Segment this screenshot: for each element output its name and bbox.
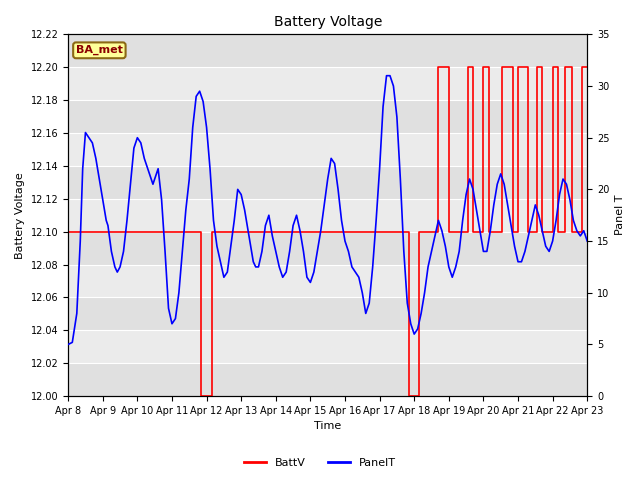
Title: Battery Voltage: Battery Voltage bbox=[273, 15, 382, 29]
Bar bbox=[68, 232, 588, 264]
Bar bbox=[68, 298, 588, 330]
Text: BA_met: BA_met bbox=[76, 45, 123, 56]
Bar bbox=[68, 67, 588, 100]
Bar bbox=[68, 363, 588, 396]
Bar bbox=[68, 199, 588, 232]
Y-axis label: Panel T: Panel T bbox=[615, 195, 625, 236]
Bar bbox=[68, 264, 588, 298]
X-axis label: Time: Time bbox=[314, 421, 341, 432]
Bar bbox=[68, 166, 588, 199]
Y-axis label: Battery Voltage: Battery Voltage bbox=[15, 172, 25, 259]
Bar bbox=[68, 100, 588, 133]
Bar bbox=[68, 35, 588, 67]
Bar bbox=[68, 330, 588, 363]
Legend: BattV, PanelT: BattV, PanelT bbox=[239, 453, 401, 472]
Bar bbox=[68, 133, 588, 166]
